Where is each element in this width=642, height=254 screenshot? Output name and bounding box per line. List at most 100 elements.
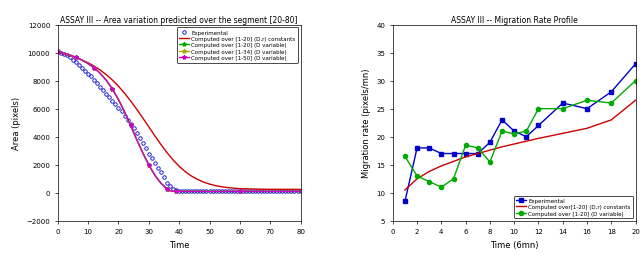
Computed over[1-20] (D,r) constants: [583, 127, 591, 130]
Experimental: [462, 152, 469, 155]
Computed over [1-20] (D,r) constants: [139, 117, 146, 120]
Computed over [1-20] (D variable): [60, 53, 67, 56]
Computed over [1-20] (D variable): [401, 155, 409, 158]
Computed over [1-50] (D variable): [172, 190, 180, 193]
Computed over [1-34] (D variable): [169, 190, 177, 193]
Computed over[1-20] (D,r) constants: [437, 165, 445, 168]
Computed over [1-20] (D variable): [166, 189, 174, 193]
Experimental: [209, 190, 216, 193]
Experimental: [535, 124, 542, 128]
Computed over [1-34] (D variable): [157, 182, 165, 185]
Computed over [1-20] (D variable): [175, 190, 183, 193]
Computed over [1-34] (D variable): [96, 73, 104, 76]
Computed over [1-20] (D,r) constants: [205, 183, 213, 186]
Computed over [1-20] (D,r) constants: [279, 188, 286, 191]
Experimental: [449, 152, 457, 155]
Computed over [1-20] (D,r) constants: [266, 188, 274, 191]
Computed over [1-20] (D variable): [236, 190, 244, 193]
Computed over [1-20] (D,r) constants: [96, 69, 104, 72]
Computed over [1-34] (D variable): [133, 138, 141, 141]
Computed over [1-20] (D,r) constants: [145, 126, 153, 129]
Line: Computed over [1-20] (D variable): Computed over [1-20] (D variable): [56, 51, 302, 194]
Computed over [1-20] (D,r) constants: [91, 65, 98, 68]
Computed over [1-50] (D variable): [72, 57, 80, 60]
Line: Computed over [1-20] (D variable): Computed over [1-20] (D variable): [403, 79, 638, 189]
Computed over [1-50] (D variable): [126, 124, 134, 128]
Computed over [1-50] (D variable): [297, 190, 304, 193]
Computed over [1-20] (D variable): [583, 99, 591, 102]
Computed over [1-50] (D variable): [133, 138, 141, 141]
Computed over [1-20] (D variable): [607, 102, 615, 105]
Computed over [1-20] (D variable): [632, 80, 639, 83]
Computed over [1-20] (D variable): [559, 108, 567, 111]
Computed over [1-20] (D variable): [169, 190, 177, 193]
Computed over [1-34] (D variable): [166, 189, 174, 193]
Computed over [1-20] (D,r) constants: [84, 62, 92, 65]
Computed over [1-34] (D variable): [115, 99, 123, 102]
Computed over [1-20] (D,r) constants: [163, 152, 171, 155]
Computed over [1-20] (D variable): [72, 57, 80, 60]
Computed over [1-20] (D variable): [115, 99, 123, 102]
Computed over [1-50] (D variable): [139, 152, 146, 155]
Computed over [1-20] (D variable): [145, 164, 153, 167]
Computed over [1-34] (D variable): [66, 54, 74, 57]
Computed over [1-50] (D variable): [60, 53, 67, 56]
Y-axis label: Area (pixels): Area (pixels): [12, 97, 21, 150]
Line: Computed over [1-50] (D variable): Computed over [1-50] (D variable): [56, 51, 302, 194]
Computed over [1-20] (D,r) constants: [212, 184, 220, 187]
Computed over [1-20] (D variable): [523, 130, 530, 133]
Computed over [1-20] (D variable): [133, 138, 141, 141]
Computed over [1-20] (D variable): [297, 190, 304, 193]
Computed over [1-20] (D,r) constants: [66, 55, 74, 58]
Computed over [1-50] (D variable): [145, 164, 153, 167]
Experimental: [275, 190, 283, 193]
Experimental: [498, 119, 506, 122]
Experimental: [474, 152, 482, 155]
Computed over [1-20] (D variable): [510, 133, 518, 136]
Computed over [1-20] (D variable): [151, 174, 159, 177]
Computed over [1-20] (D variable): [108, 88, 116, 91]
Computed over [1-50] (D variable): [169, 190, 177, 193]
Line: Computed over [1-20] (D,r) constants: Computed over [1-20] (D,r) constants: [58, 53, 300, 190]
Computed over [1-34] (D variable): [175, 190, 183, 193]
Computed over [1-34] (D variable): [54, 51, 62, 54]
Computed over [1-50] (D variable): [103, 80, 110, 83]
Experimental: [413, 147, 421, 150]
Computed over [1-20] (D variable): [498, 130, 506, 133]
Computed over [1-34] (D variable): [163, 188, 171, 191]
Experimental: [559, 102, 567, 105]
Computed over [1-34] (D variable): [72, 57, 80, 60]
Computed over [1-20] (D,r) constants: [169, 159, 177, 162]
Computed over [1-50] (D variable): [236, 190, 244, 193]
Experimental: [191, 190, 198, 193]
Computed over [1-34] (D variable): [103, 80, 110, 83]
Y-axis label: Migration rate (pixels/mn): Migration rate (pixels/mn): [361, 69, 370, 178]
Computed over [1-20] (D variable): [66, 54, 74, 57]
Computed over [1-20] (D,r) constants: [103, 74, 110, 77]
Computed over[1-20] (D,r) constants: [474, 152, 482, 155]
Legend: Experimental, Computed over[1-20] (D,r) constants, Computed over [1-20] (D varia: Experimental, Computed over[1-20] (D,r) …: [514, 196, 633, 218]
Computed over [1-34] (D variable): [151, 174, 159, 177]
Computed over [1-20] (D,r) constants: [254, 188, 262, 191]
Computed over[1-20] (D,r) constants: [426, 170, 433, 173]
Computed over [1-34] (D variable): [108, 88, 116, 91]
Computed over [1-20] (D,r) constants: [54, 52, 62, 55]
Computed over[1-20] (D,r) constants: [449, 160, 457, 163]
Computed over [1-34] (D variable): [236, 190, 244, 193]
Experimental: [182, 190, 189, 193]
Line: Computed over [1-34] (D variable): Computed over [1-34] (D variable): [56, 51, 302, 194]
Computed over [1-34] (D variable): [121, 111, 128, 114]
Computed over [1-50] (D variable): [84, 63, 92, 66]
Computed over [1-20] (D variable): [163, 188, 171, 191]
Line: Computed over[1-20] (D,r) constants: Computed over[1-20] (D,r) constants: [405, 101, 636, 190]
Experimental: [254, 190, 262, 193]
Computed over [1-20] (D variable): [139, 152, 146, 155]
Computed over [1-20] (D,r) constants: [151, 135, 159, 138]
Computed over [1-20] (D variable): [126, 124, 134, 128]
Computed over[1-20] (D,r) constants: [498, 146, 506, 149]
Line: Experimental: Experimental: [403, 62, 638, 203]
Computed over[1-20] (D,r) constants: [632, 99, 639, 102]
Computed over [1-34] (D variable): [60, 53, 67, 56]
Computed over [1-20] (D,r) constants: [157, 144, 165, 147]
Experimental: [236, 190, 244, 193]
